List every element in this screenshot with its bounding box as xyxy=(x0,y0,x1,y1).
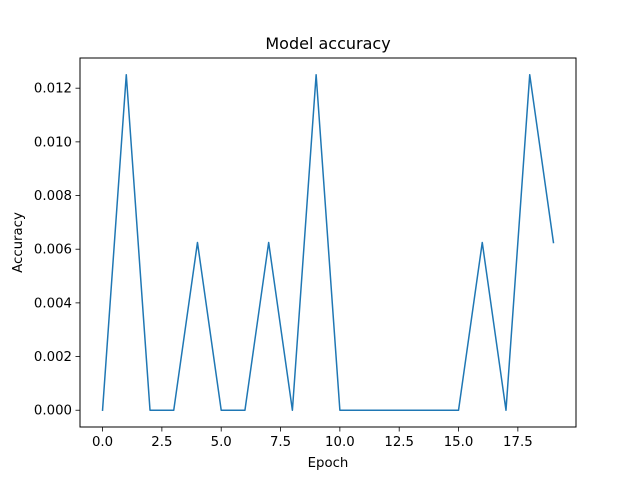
x-tick-label: 10.0 xyxy=(325,435,355,450)
y-tick-label: 0.002 xyxy=(34,350,72,365)
y-axis-title: Accuracy xyxy=(11,212,26,273)
x-tick-label: 2.5 xyxy=(151,435,172,450)
x-tick-label: 5.0 xyxy=(211,435,232,450)
axes-frame xyxy=(79,57,577,428)
x-axis-ticks: 0.0 2.5 5.0 7.5 10.0 12.5 15.0 17.5 xyxy=(92,427,533,450)
y-tick-label: 0.004 xyxy=(34,296,72,311)
accuracy-series-line xyxy=(101,74,555,412)
y-tick-label: 0.010 xyxy=(34,135,72,150)
x-axis-title: Epoch xyxy=(308,456,349,471)
x-tick-label: 15.0 xyxy=(444,435,474,450)
y-tick-label: 0.012 xyxy=(34,82,72,97)
x-tick-label: 7.5 xyxy=(270,435,291,450)
y-tick-label: 0.008 xyxy=(34,189,72,204)
y-tick-label: 0.006 xyxy=(34,243,72,258)
y-axis-ticks: 0.000 0.002 0.004 0.006 0.008 0.010 0.012 xyxy=(34,82,80,419)
x-tick-label: 12.5 xyxy=(384,435,414,450)
x-tick-label: 17.5 xyxy=(503,435,533,450)
plot-area xyxy=(101,74,555,412)
chart-title: Model accuracy xyxy=(265,34,390,53)
x-tick-label: 0.0 xyxy=(92,435,113,450)
y-tick-label: 0.000 xyxy=(34,404,72,419)
